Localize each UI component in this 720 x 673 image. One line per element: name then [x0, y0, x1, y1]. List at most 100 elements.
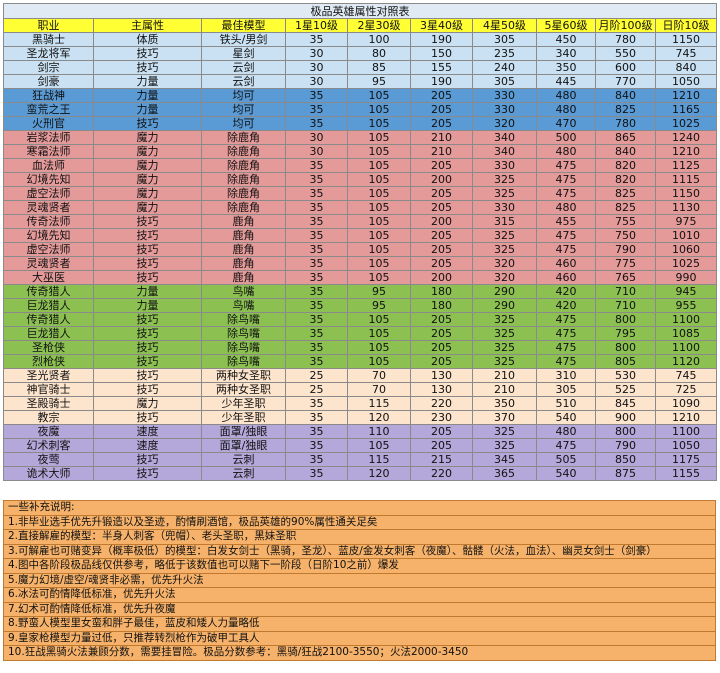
- table-row: 诡术大师 技巧 云刺 35 120 220 365 540 875 1155: [3, 466, 717, 481]
- table-cell: 35: [285, 228, 348, 243]
- table-cell: 35: [285, 340, 348, 355]
- table-cell: 205: [410, 102, 473, 117]
- table-cell: 35: [285, 88, 348, 103]
- table-cell: 灵魂贤者: [3, 200, 94, 215]
- table-cell: 480: [536, 102, 596, 117]
- table-cell: 技巧: [93, 116, 202, 131]
- table-row: 幻境先知 技巧 鹿角 35 105 205 325 475 750 1010: [3, 228, 717, 243]
- table-cell: 圣光贤者: [3, 368, 94, 383]
- note-text: 4.图中各阶段极品线仅供参考，略低于该数值也可以赌下一阶段（日阶10之前）爆发: [3, 558, 716, 574]
- table-cell: 技巧: [93, 452, 202, 467]
- table-cell: 技巧: [93, 46, 202, 61]
- table-cell: 35: [285, 326, 348, 341]
- table-cell: 105: [347, 228, 411, 243]
- table-cell: 790: [595, 438, 656, 453]
- table-cell: 35: [285, 466, 348, 481]
- table-cell: 180: [410, 298, 473, 313]
- table-cell: 210: [410, 144, 473, 159]
- table-cell: 800: [595, 340, 656, 355]
- table-cell: 神官骑士: [3, 382, 94, 397]
- table-cell: 510: [536, 396, 596, 411]
- table-row: 巨龙猎人 力量 鸟嘴 35 95 180 290 420 710 955: [3, 298, 717, 313]
- table-row: 大巫医 技巧 鹿角 35 105 200 320 460 765 990: [3, 270, 717, 285]
- table-cell: 205: [410, 326, 473, 341]
- table-cell: 鹿角: [201, 214, 286, 229]
- table-row: 传奇猎人 技巧 除鸟嘴 35 105 205 325 475 800 1100: [3, 312, 717, 327]
- note-row: 5.魔力幻境/虚空/魂贤非必需，优先升火法: [3, 572, 716, 588]
- table-cell: 330: [472, 200, 537, 215]
- table-cell: 技巧: [93, 242, 202, 257]
- table-cell: 235: [472, 46, 537, 61]
- table-cell: 745: [655, 368, 717, 383]
- table-cell: 460: [536, 256, 596, 271]
- table-cell: 325: [472, 172, 537, 187]
- table-cell: 825: [595, 102, 656, 117]
- table-cell: 1100: [655, 424, 717, 439]
- table-cell: 350: [536, 60, 596, 75]
- table-cell: 475: [536, 326, 596, 341]
- table-cell: 鸟嘴: [201, 298, 286, 313]
- table-cell: 1050: [655, 74, 717, 89]
- table-cell: 105: [347, 158, 411, 173]
- table-cell: 35: [285, 298, 348, 313]
- table-cell: 105: [347, 270, 411, 285]
- table-cell: 灵魂贤者: [3, 256, 94, 271]
- table-cell: 865: [595, 130, 656, 145]
- table-cell: 除鹿角: [201, 158, 286, 173]
- table-cell: 技巧: [93, 382, 202, 397]
- table-cell: 710: [595, 298, 656, 313]
- table-row: 岩浆法师 魔力 除鹿角 30 105 210 340 500 865 1240: [3, 130, 717, 145]
- table-cell: 35: [285, 172, 348, 187]
- table-cell: 1120: [655, 354, 717, 369]
- table-cell: 面罩/独眼: [201, 438, 286, 453]
- table-cell: 770: [595, 74, 656, 89]
- table-cell: 505: [536, 452, 596, 467]
- table-cell: 330: [472, 158, 537, 173]
- table-row: 虚空法师 技巧 鹿角 35 105 205 325 475 790 1060: [3, 242, 717, 257]
- table-cell: 技巧: [93, 228, 202, 243]
- table-cell: 205: [410, 116, 473, 131]
- table-cell: 技巧: [93, 270, 202, 285]
- table-cell: 1090: [655, 396, 717, 411]
- note-text: 2.直接解雇的模型：半身人刺客（兜帽）、老头圣职，黑妹圣职: [3, 529, 716, 545]
- table-cell: 105: [347, 256, 411, 271]
- table-cell: 1150: [655, 32, 717, 47]
- table-cell: 210: [472, 368, 537, 383]
- table-cell: 325: [472, 228, 537, 243]
- table-cell: 290: [472, 298, 537, 313]
- table-cell: 面罩/独眼: [201, 424, 286, 439]
- table-row: 狂战神 力量 均可 35 105 205 330 480 840 1210: [3, 88, 717, 103]
- note-text: 7.幻术可酌情降低标准，优先升夜魔: [3, 601, 716, 617]
- table-cell: 35: [285, 256, 348, 271]
- table-cell: 95: [347, 298, 411, 313]
- table-cell: 30: [285, 46, 348, 61]
- table-cell: 305: [472, 74, 537, 89]
- table-cell: 765: [595, 270, 656, 285]
- table-cell: 475: [536, 354, 596, 369]
- note-text: 8.野蛮人模型里女蛮和胖子最佳，蓝皮和矮人力量略低: [3, 616, 716, 632]
- table-cell: 力量: [93, 298, 202, 313]
- table-cell: 夜莺: [3, 452, 94, 467]
- table-cell: 魔力: [93, 186, 202, 201]
- table-cell: 330: [472, 102, 537, 117]
- table-row: 血法师 魔力 除鹿角 35 105 205 330 475 820 1125: [3, 158, 717, 173]
- table-cell: 35: [285, 438, 348, 453]
- table-cell: 345: [472, 452, 537, 467]
- table-cell: 1025: [655, 256, 717, 271]
- table-cell: 1175: [655, 452, 717, 467]
- table-cell: 775: [595, 256, 656, 271]
- table-cell: 1240: [655, 130, 717, 145]
- table-cell: 710: [595, 284, 656, 299]
- table-cell: 200: [410, 214, 473, 229]
- table-cell: 230: [410, 410, 473, 425]
- table-cell: 320: [472, 256, 537, 271]
- note-row: 6.冰法可酌情降低标准，优先升火法: [3, 587, 716, 603]
- table-cell: 460: [536, 270, 596, 285]
- table-cell: 虚空法师: [3, 242, 94, 257]
- header-cell: 主属性: [93, 18, 202, 33]
- table-cell: 105: [347, 172, 411, 187]
- table-cell: 35: [285, 284, 348, 299]
- table-cell: 30: [285, 60, 348, 75]
- table-cell: 205: [410, 354, 473, 369]
- table-cell: 530: [595, 368, 656, 383]
